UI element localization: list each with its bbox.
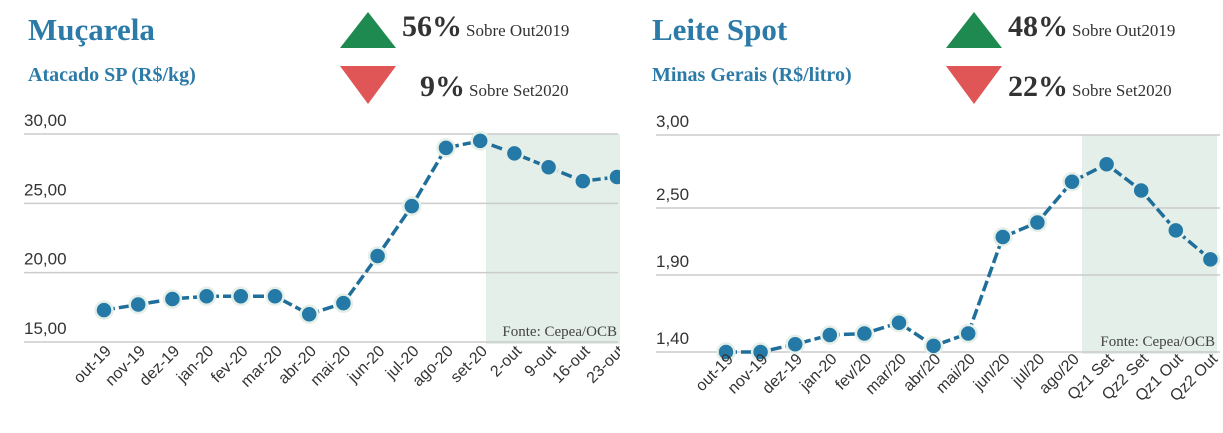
- y-tick-label: 1,40: [656, 329, 689, 348]
- y-tick-label: 3,00: [656, 112, 689, 131]
- x-tick-label: jun/20: [970, 351, 1014, 395]
- chart-title: Leite Spot: [652, 12, 788, 47]
- data-point: [716, 342, 736, 362]
- stat-down-value: 22%: [1008, 70, 1068, 103]
- y-tick-label: 20,00: [24, 250, 67, 269]
- data-point: [1131, 180, 1151, 201]
- stat-down-label: Sobre Set2020: [469, 81, 569, 100]
- source-label: Fonte: Cepea/OCB: [1100, 334, 1215, 350]
- x-tick-label: 23-out: [584, 342, 620, 386]
- data-point: [470, 131, 490, 151]
- data-point: [1096, 154, 1117, 174]
- stat-up-label: Sobre Out2019: [1072, 21, 1176, 40]
- data-point: [231, 286, 251, 306]
- series-line: [103, 139, 618, 317]
- x-tick-label: 16-out: [550, 342, 594, 386]
- stat-up-value: 48%: [1008, 10, 1068, 43]
- x-tick-label: jan-20: [173, 343, 217, 387]
- stat-down-value: 9%: [420, 70, 465, 103]
- y-tick-label: 30,00: [24, 111, 67, 130]
- data-point: [367, 246, 388, 266]
- data-point: [854, 323, 875, 344]
- stat-up-value: 56%: [402, 10, 462, 43]
- chart-title: Muçarela: [28, 12, 155, 47]
- data-point: [196, 286, 217, 306]
- data-point: [94, 300, 114, 320]
- data-point: [923, 336, 944, 356]
- stat-up: 48% Sobre Out2019: [1008, 10, 1175, 44]
- chart-panel-leite-spot: Leite Spot Minas Gerais (R$/litro) 48% S…: [620, 0, 1223, 433]
- chart-panel-mucarela: Muçarela Atacado SP (R$/kg) 56% Sobre Ou…: [24, 10, 620, 391]
- data-point: [573, 171, 593, 191]
- down-triangle-icon: [340, 66, 396, 104]
- y-tick-label: 2,50: [656, 185, 689, 204]
- data-point: [1166, 220, 1186, 241]
- chart-subtitle: Minas Gerais (R$/litro): [652, 64, 852, 86]
- x-tick-label: mai/20: [933, 351, 979, 397]
- data-point: [607, 167, 620, 187]
- x-tick-label: set-20: [448, 343, 492, 387]
- data-point: [820, 325, 840, 345]
- stat-up-label: Sobre Out2019: [466, 21, 570, 40]
- x-tick-label: jan-20: [796, 351, 840, 395]
- stat-down-label: Sobre Set2020: [1072, 81, 1172, 100]
- data-point: [993, 227, 1013, 247]
- data-point: [1062, 171, 1082, 192]
- up-triangle-icon: [946, 12, 1002, 48]
- data-point: [128, 294, 148, 315]
- source-label: Fonte: Cepea/OCB: [502, 324, 617, 340]
- data-point: [958, 323, 978, 344]
- data-point: [436, 138, 456, 158]
- data-point: [785, 334, 805, 355]
- data-point: [1027, 212, 1048, 233]
- stat-down: 9% Sobre Set2020: [420, 70, 569, 104]
- data-point: [750, 342, 771, 362]
- stat-down: 22% Sobre Set2020: [1008, 70, 1172, 104]
- data-point: [333, 293, 354, 313]
- data-point: [299, 304, 319, 325]
- y-tick-label: 1,90: [656, 252, 689, 271]
- data-point: [402, 196, 422, 216]
- y-tick-label: 15,00: [24, 319, 67, 338]
- data-point: [162, 289, 183, 309]
- y-tick-label: 25,00: [24, 180, 67, 199]
- data-point: [265, 286, 285, 306]
- down-triangle-icon: [946, 66, 1002, 104]
- x-tick-label: 2-out: [487, 342, 525, 380]
- stat-up: 56% Sobre Out2019: [402, 10, 569, 44]
- data-point: [1200, 249, 1221, 270]
- data-point: [889, 312, 909, 333]
- chart-subtitle: Atacado SP (R$/kg): [28, 64, 196, 86]
- x-tick-label: jun-20: [344, 343, 388, 387]
- up-triangle-icon: [340, 12, 396, 48]
- data-point: [538, 157, 559, 178]
- line-chart-leite-spot: 3,002,501,901,40 Fonte: Cepea/OCBout-19no…: [656, 112, 1222, 405]
- data-point: [504, 143, 525, 164]
